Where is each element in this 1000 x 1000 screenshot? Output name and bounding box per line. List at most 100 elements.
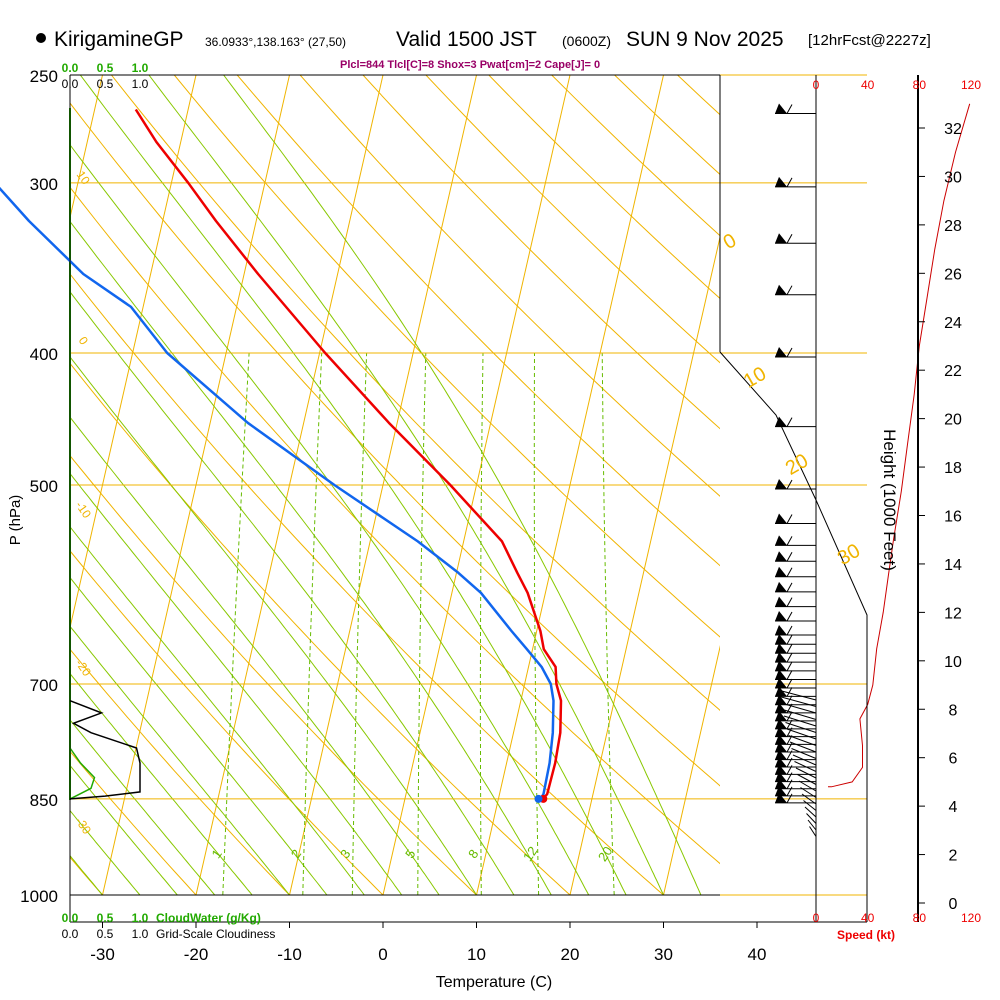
wind-barb-feather <box>786 625 793 636</box>
wind-barb-feather <box>786 786 793 797</box>
height-tick-label: 6 <box>949 751 958 768</box>
low-level-wind-barb <box>788 735 817 746</box>
height-tick-label: 14 <box>944 557 962 574</box>
wind-barb-flag <box>775 347 787 358</box>
pressure-tick-label: 250 <box>30 67 58 86</box>
wind-barb-feather <box>786 479 793 490</box>
low-level-wind-barb <box>783 715 817 727</box>
height-tick-label: 2 <box>949 848 958 865</box>
temperature-axis-label: Temperature (C) <box>436 974 552 991</box>
height-tick-label: 18 <box>944 460 962 477</box>
cloudiness-top-tick: 0.0 <box>62 77 79 91</box>
wind-speed-profile <box>828 103 971 788</box>
pressure-tick-label: 500 <box>30 477 58 496</box>
low-level-wind-barb <box>798 780 817 792</box>
dry-adiabat-label: 0 <box>76 334 91 348</box>
low-level-wind-barb <box>797 774 817 785</box>
wind-barb-flag <box>775 643 787 654</box>
wind-barb-flag <box>775 778 787 789</box>
mixing-ratio-label: 2 <box>288 847 304 862</box>
height-tick-label: 4 <box>949 799 958 816</box>
low-level-wind-barb <box>782 709 817 720</box>
moist-adiabat <box>70 625 290 895</box>
valid-time-utc: (0600Z) <box>562 33 612 49</box>
wind-barb-flag <box>775 566 787 577</box>
wind-barb-flag <box>775 726 787 737</box>
wind-barb-feather <box>786 678 793 689</box>
site-coordinates: 36.0933°,138.163° (27,50) <box>205 35 347 49</box>
dry-adiabat <box>70 102 720 787</box>
speed-top-tick: 120 <box>961 78 981 92</box>
low-level-wind-barb <box>795 767 817 779</box>
low-level-wind-barb <box>804 806 817 818</box>
low-level-wind-barb <box>777 689 817 701</box>
wind-barb-feather <box>786 727 793 737</box>
wind-barb-flag <box>775 694 787 705</box>
moist-adiabat <box>148 75 664 895</box>
temperature-profile <box>134 108 563 800</box>
cloudiness-profile <box>69 700 141 800</box>
low-level-wind-barb <box>801 793 817 805</box>
cloudiness-bottom-tick: 0.5 <box>97 927 114 941</box>
dry-adiabat <box>362 75 720 430</box>
wind-barb-flag <box>775 581 787 592</box>
moist-adiabat <box>70 291 515 895</box>
wind-barb-flag <box>775 757 787 768</box>
wind-barb-flag <box>775 785 787 796</box>
wind-barb-feather <box>786 652 793 663</box>
cloud-water-top-tick: 0.0 <box>62 61 79 75</box>
cloudiness-bottom-tick: 1.0 <box>132 927 149 941</box>
low-level-wind-barb <box>800 787 817 798</box>
speed-bottom-tick: 40 <box>861 911 875 925</box>
wind-barb-flag <box>775 596 787 607</box>
mixing-ratio-label: 20 <box>595 844 616 864</box>
low-level-wind-barb <box>809 826 817 837</box>
low-level-wind-barb <box>791 748 817 759</box>
cloudiness-bottom-tick: 0.0 <box>62 927 79 941</box>
dry-adiabat <box>929 75 1000 895</box>
pressure-tick-label: 300 <box>30 175 58 194</box>
wind-barb-feather <box>786 611 793 622</box>
pressure-tick-label: 700 <box>30 676 58 695</box>
moist-adiabat <box>79 75 627 895</box>
dry-adiabat-label: -10 <box>73 499 95 522</box>
wind-barb-flag <box>775 535 787 546</box>
pressure-axis-label: P (hPa) <box>7 495 24 546</box>
wind-barb-flag <box>775 742 787 753</box>
temperature-tick-label: -20 <box>184 945 209 964</box>
wind-barb-feather <box>786 285 793 295</box>
wind-barb-flag <box>775 513 787 524</box>
pressure-tick-label: 400 <box>30 345 58 364</box>
mixing-ratio-line <box>601 352 615 895</box>
wind-barb-feather <box>786 177 793 188</box>
temperature-tick-label: 30 <box>654 945 673 964</box>
wind-barb-feather <box>786 643 793 654</box>
temperature-tick-label: 20 <box>561 945 580 964</box>
low-level-wind-barb <box>806 813 817 824</box>
height-axis-label: Height (1000 Feet) <box>880 429 899 571</box>
wind-barb-flag <box>775 634 787 645</box>
wind-barb-flag <box>775 771 787 782</box>
dry-adiabat <box>70 273 664 895</box>
isotherm <box>663 644 720 895</box>
cloudiness-top-tick: 0.5 <box>97 77 114 91</box>
moist-adiabat <box>70 672 253 895</box>
wind-barb-feather <box>786 670 793 680</box>
moist-adiabat <box>70 472 403 895</box>
low-level-wind-barb <box>786 728 817 740</box>
site-name: KirigamineGP <box>54 28 184 51</box>
mixing-ratio-label: 5 <box>402 847 418 862</box>
wind-barb-flag <box>775 610 787 621</box>
temperature-tick-label: 10 <box>467 945 486 964</box>
height-tick-label: 20 <box>944 412 962 429</box>
moist-adiabat-label: 30 <box>834 540 864 570</box>
dry-adiabat <box>70 648 290 895</box>
wind-barb-flag <box>775 764 787 775</box>
wind-barb-feather <box>786 597 793 607</box>
wind-barb-feather <box>786 661 793 672</box>
dry-adiabat-label: -20 <box>73 657 95 680</box>
stability-indices: Plcl=844 Tlcl[C]=8 Shox=3 Pwat[cm]=2 Cap… <box>340 59 601 71</box>
forecast-info: [12hrFcst@2227z] <box>808 32 931 49</box>
dry-adiabat <box>299 75 720 497</box>
low-level-wind-barb <box>785 722 817 733</box>
